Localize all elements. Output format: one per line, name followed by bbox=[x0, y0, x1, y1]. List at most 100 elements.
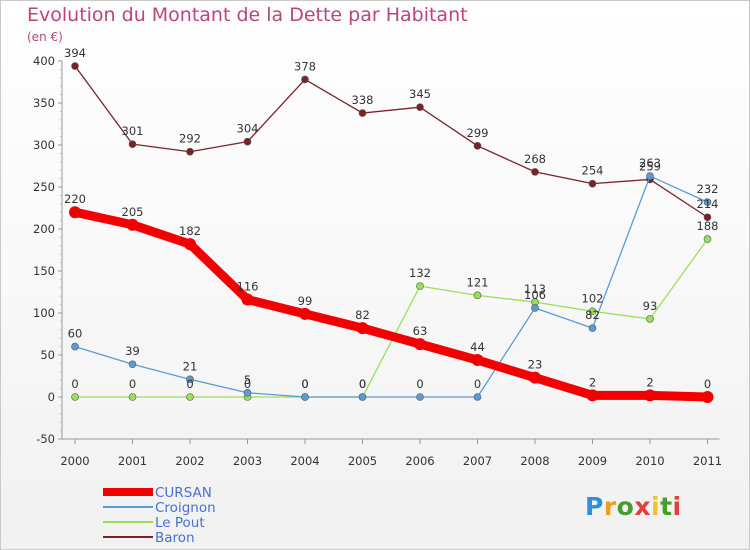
y-tick-label: 150 bbox=[33, 264, 55, 278]
data-point bbox=[71, 342, 79, 351]
data-label: 44 bbox=[470, 340, 485, 354]
data-label: 338 bbox=[352, 93, 374, 107]
x-tick-label: 2008 bbox=[520, 454, 549, 468]
data-point bbox=[701, 391, 714, 403]
data-label: 263 bbox=[639, 156, 661, 170]
data-label: 21 bbox=[183, 359, 198, 373]
data-point bbox=[184, 238, 196, 251]
x-tick-label: 2005 bbox=[348, 454, 377, 468]
y-tick-label: -50 bbox=[36, 432, 55, 446]
series-line-croignon bbox=[74, 175, 709, 398]
data-label: 60 bbox=[68, 327, 83, 341]
data-label: 0 bbox=[359, 377, 366, 391]
data-label: 132 bbox=[409, 266, 431, 280]
logo-letter: t bbox=[660, 492, 673, 521]
data-point bbox=[646, 315, 654, 323]
y-tick-label: 400 bbox=[33, 54, 55, 68]
data-label: 121 bbox=[467, 275, 489, 289]
chart-title: Evolution du Montant de la Dette par Hab… bbox=[27, 4, 468, 26]
data-label: 39 bbox=[125, 344, 140, 358]
data-point bbox=[586, 389, 599, 402]
data-point bbox=[588, 179, 597, 188]
data-label: 182 bbox=[179, 224, 201, 238]
data-point bbox=[71, 393, 79, 401]
data-point bbox=[301, 393, 309, 401]
x-tick-label: 2002 bbox=[175, 454, 204, 468]
data-label: 214 bbox=[697, 197, 719, 211]
data-point bbox=[531, 304, 539, 312]
y-tick-label: 0 bbox=[48, 390, 55, 404]
data-label: 345 bbox=[409, 87, 431, 101]
data-point bbox=[588, 307, 597, 316]
x-tick-label: 2003 bbox=[233, 454, 262, 468]
logo-letter: i bbox=[672, 492, 682, 521]
data-label: 82 bbox=[585, 308, 600, 322]
data-label: 116 bbox=[237, 280, 259, 294]
data-label: 2 bbox=[646, 375, 653, 389]
data-point bbox=[71, 62, 79, 70]
data-label: 0 bbox=[416, 377, 423, 391]
series-lines bbox=[69, 62, 714, 403]
data-point bbox=[473, 291, 482, 300]
x-tick-label: 2010 bbox=[635, 454, 664, 468]
data-label: 292 bbox=[179, 132, 201, 146]
data-label: 220 bbox=[64, 192, 86, 206]
data-label: 0 bbox=[474, 377, 481, 391]
data-label: 259 bbox=[639, 159, 661, 173]
data-label: 82 bbox=[355, 308, 370, 322]
data-label: 304 bbox=[237, 122, 259, 136]
data-label: 394 bbox=[64, 46, 86, 60]
data-point bbox=[126, 218, 139, 231]
data-label: 0 bbox=[359, 377, 366, 391]
data-point bbox=[243, 137, 252, 146]
data-point bbox=[531, 168, 539, 176]
data-point bbox=[703, 213, 712, 222]
data-point bbox=[128, 360, 137, 369]
y-tick-label: 300 bbox=[33, 138, 55, 152]
x-tick-label: 2000 bbox=[60, 454, 89, 468]
logo-letter: P bbox=[585, 492, 604, 521]
logo-letter: i bbox=[651, 492, 661, 521]
data-label: 5 bbox=[244, 373, 251, 387]
data-point bbox=[416, 282, 424, 290]
data-label: 378 bbox=[294, 59, 316, 73]
data-label: 0 bbox=[704, 377, 711, 391]
data-point bbox=[243, 388, 252, 397]
data-label: 205 bbox=[122, 205, 144, 219]
data-point bbox=[414, 338, 426, 351]
data-point bbox=[588, 324, 597, 332]
series-line-cursan bbox=[70, 207, 712, 402]
data-label: 99 bbox=[298, 294, 313, 308]
data-point bbox=[416, 393, 424, 401]
data-label: 268 bbox=[524, 152, 546, 166]
data-label: 299 bbox=[467, 126, 489, 140]
y-tick-label: 100 bbox=[33, 306, 55, 320]
legend-label: Croignon bbox=[155, 500, 216, 516]
x-tick-label: 2009 bbox=[578, 454, 607, 468]
data-point bbox=[644, 389, 656, 402]
data-label: 0 bbox=[186, 377, 193, 391]
data-point bbox=[416, 103, 424, 111]
x-tick-label: 2011 bbox=[693, 454, 722, 468]
data-point bbox=[473, 393, 482, 401]
data-point bbox=[299, 307, 311, 320]
y-tick-label: 250 bbox=[33, 180, 55, 194]
data-label: 0 bbox=[301, 377, 308, 391]
data-label: 0 bbox=[301, 377, 308, 391]
data-label: 23 bbox=[528, 358, 543, 372]
data-label: 301 bbox=[122, 124, 144, 138]
proxiti-logo: Proxiti bbox=[585, 492, 682, 521]
data-label: 254 bbox=[582, 164, 604, 178]
data-point bbox=[356, 322, 369, 335]
data-point bbox=[301, 75, 309, 84]
data-label: 93 bbox=[643, 299, 658, 313]
data-point bbox=[128, 140, 137, 148]
legend-label: CURSAN bbox=[155, 485, 212, 501]
data-label: 106 bbox=[524, 288, 546, 302]
y-tick-label: 200 bbox=[33, 222, 55, 236]
x-tick-label: 2006 bbox=[405, 454, 434, 468]
